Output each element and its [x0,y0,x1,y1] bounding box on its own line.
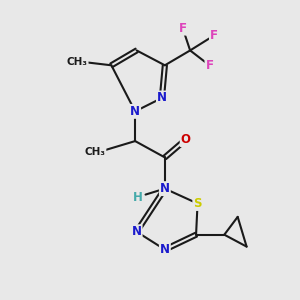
Text: O: O [181,133,191,146]
Text: F: F [206,59,213,72]
Text: N: N [160,243,170,256]
Text: CH₃: CH₃ [85,147,106,158]
Text: F: F [179,22,187,34]
Text: N: N [160,182,170,195]
Text: N: N [157,92,167,104]
Text: F: F [210,29,218,42]
Text: CH₃: CH₃ [67,57,88,67]
Text: H: H [133,191,143,204]
Text: N: N [130,105,140,118]
Text: N: N [132,225,142,238]
Text: S: S [193,197,202,210]
